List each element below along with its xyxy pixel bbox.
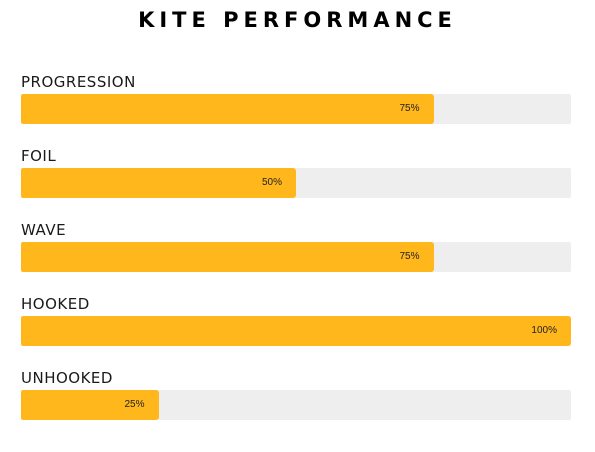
progress-percent: 100% xyxy=(531,325,557,336)
progress-percent: 50% xyxy=(261,177,282,188)
performance-item-progression: PROGRESSION 75% xyxy=(21,72,571,146)
bar-label: HOOKED xyxy=(21,295,90,313)
progress-fill: 75% xyxy=(21,94,434,124)
progress-track: 75% xyxy=(21,242,571,272)
bar-label: FOIL xyxy=(21,147,57,165)
bar-label: UNHOOKED xyxy=(21,369,113,387)
bar-label: WAVE xyxy=(21,221,67,239)
progress-track: 25% xyxy=(21,390,571,420)
progress-fill: 50% xyxy=(21,168,296,198)
progress-percent: 75% xyxy=(399,251,420,262)
bar-label: PROGRESSION xyxy=(21,73,136,91)
progress-track: 75% xyxy=(21,94,571,124)
performance-bars: PROGRESSION 75% FOIL 50% WAVE 75% HOOKED… xyxy=(21,72,571,442)
performance-item-foil: FOIL 50% xyxy=(21,146,571,220)
progress-percent: 25% xyxy=(124,399,145,410)
progress-fill: 25% xyxy=(21,390,159,420)
performance-item-wave: WAVE 75% xyxy=(21,220,571,294)
progress-track: 100% xyxy=(21,316,571,346)
page-title: KITE PERFORMANCE xyxy=(138,8,457,32)
progress-fill: 100% xyxy=(21,316,571,346)
progress-track: 50% xyxy=(21,168,571,198)
performance-item-unhooked: UNHOOKED 25% xyxy=(21,368,571,442)
performance-item-hooked: HOOKED 100% xyxy=(21,294,571,368)
progress-percent: 75% xyxy=(399,103,420,114)
progress-fill: 75% xyxy=(21,242,434,272)
